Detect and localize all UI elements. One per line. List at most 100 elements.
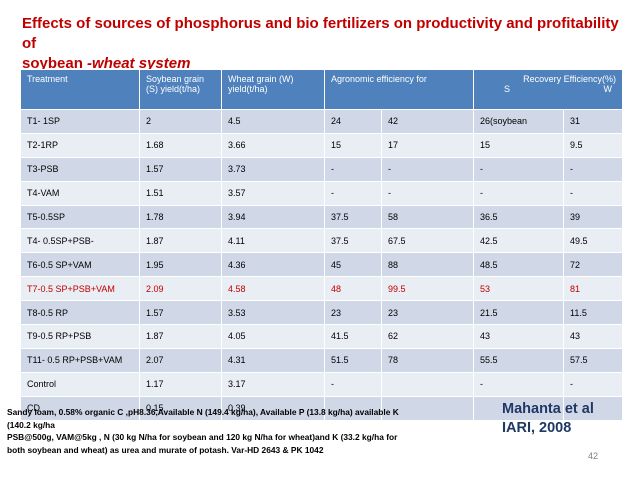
table-cell: - (563, 180, 624, 206)
table-cell: 1.17 (139, 371, 222, 397)
table-row: T6-0.5 SP+VAM 1.95 4.36 45 88 48.5 72 (20, 252, 624, 278)
table-cell: 3.17 (221, 371, 325, 397)
table-cell: 1.87 (139, 228, 222, 254)
header-recovery-label: Recovery Efficiency(%) (523, 74, 617, 84)
header-wheat-line2: yield(t/ha) (228, 84, 268, 94)
table-row: T8-0.5 RP 1.57 3.53 23 23 21.5 11.5 (20, 300, 624, 326)
table-cell: 81 (563, 276, 624, 302)
table-cell: 48 (324, 276, 382, 302)
table-cell: 4.31 (221, 347, 325, 373)
citation: Mahanta et al IARI, 2008 (502, 400, 594, 438)
header-recovery-s: S (504, 84, 511, 94)
table-cell (380, 395, 475, 421)
slide-title: Effects of sources of phosphorus and bio… (22, 14, 622, 74)
table-cell: 21.5 (473, 300, 565, 326)
table-cell: 41.5 (324, 324, 382, 349)
table-cell: 3.73 (221, 156, 325, 182)
table-cell: 43 (563, 324, 624, 349)
table-row: T1- 1SP 2 4.5 24 42 26(soybean 31 (20, 109, 624, 134)
table-cell: 67.5 (380, 228, 475, 254)
table-cell: 3.94 (221, 204, 325, 230)
table-cell (380, 371, 475, 397)
table-cell: 4.36 (221, 252, 325, 278)
table-row: T7-0.5 SP+PSB+VAM 2.09 4.58 48 99.5 53 81 (20, 276, 624, 302)
header-recovery-w: W (603, 84, 613, 94)
table-cell: 3.53 (221, 300, 325, 326)
table-cell: 1.51 (139, 180, 222, 206)
table-cell: T11- 0.5 RP+PSB+VAM (20, 347, 140, 373)
table-row: T4-VAM 1.51 3.57- - - - (20, 180, 624, 206)
table-cell: T8-0.5 RP (20, 300, 140, 326)
table-cell: 23 (324, 300, 382, 326)
table-row: T11- 0.5 RP+PSB+VAM 2.07 4.31 51.5 78 55.5 57.… (20, 347, 624, 373)
table-cell: - (563, 156, 624, 182)
table-cell: 24 (324, 109, 382, 134)
table-cell (473, 395, 565, 421)
table-cell: - (324, 371, 382, 397)
table-cell: 51.5 (324, 347, 382, 373)
table-cell: T5-0.5SP (20, 204, 140, 230)
table-cell: 9.5 (563, 132, 624, 158)
table-cell: - (380, 156, 475, 182)
table-cell: 49.5 (563, 228, 624, 254)
table-cell: Control (20, 371, 140, 397)
header-treatment: Treatment (20, 69, 140, 110)
header-soybean-yield: Soybean grain (S) yield(t/ha) (139, 69, 222, 110)
table-row: CD 0.15 0.39 (20, 395, 624, 421)
table-cell: - (473, 371, 565, 397)
table-cell: - (324, 180, 382, 206)
header-soybean-line2: (S) yield(t/ha) (146, 84, 201, 94)
table-cell: 15 (473, 132, 565, 158)
table-row: T5-0.5SP 1.78 3.94 37.5 58 36.5 39 (20, 204, 624, 230)
table-cell: CD (20, 395, 140, 421)
table-cell: 2.09 (139, 276, 222, 302)
table-cell: 2 (139, 109, 222, 134)
table-cell: 53 (473, 276, 565, 302)
table-cell: 55.5 (473, 347, 565, 373)
table-cell: 1.78 (139, 204, 222, 230)
table-cell: 4.5 (221, 109, 325, 134)
table-cell: 2.07 (139, 347, 222, 373)
table-cell: 17 (380, 132, 475, 158)
table-cell: 15 (324, 132, 382, 158)
table-cell: 4.11 (221, 228, 325, 254)
table-cell: 1.87 (139, 324, 222, 349)
table-cell: T6-0.5 SP+VAM (20, 252, 140, 278)
header-soybean-line1: Soybean grain (146, 74, 205, 84)
results-table: Treatment Soybean grain (S) yield(t/ha) … (20, 69, 624, 421)
table-cell: 72 (563, 252, 624, 278)
table-cell: 36.5 (473, 204, 565, 230)
table-header-row: Treatment Soybean grain (S) yield(t/ha) … (20, 69, 624, 110)
table-row: T3-PSB 1.57 3.73- - - - (20, 156, 624, 182)
table-cell: 39 (563, 204, 624, 230)
table-cell: - (473, 156, 565, 182)
soil-footnote: Sandy loam, 0.58% organic C ,pH8.36,Avai… (7, 406, 467, 456)
table-cell: 48.5 (473, 252, 565, 278)
footnote-line-3: PSB@500g, VAM@5kg , N (30 kg N/ha for so… (7, 432, 398, 442)
table-cell (563, 395, 624, 421)
table-row: T9-0.5 RP+PSB 1.87 4.05 41.5 62 43 43 (20, 324, 624, 349)
table-cell: 23 (380, 300, 475, 326)
table-cell: 1.68 (139, 132, 222, 158)
table-cell: 58 (380, 204, 475, 230)
table-cell: 57.5 (563, 347, 624, 373)
title-line-2-prefix: soybean (22, 55, 88, 72)
table-cell: 1.57 (139, 300, 222, 326)
table-cell: 78 (380, 347, 475, 373)
table-cell: 37.5 (324, 228, 382, 254)
footnote-line-4: both soybean and wheat) as urea and mura… (7, 444, 324, 455)
table-cell: 11.5 (563, 300, 624, 326)
table-cell: - (473, 180, 565, 206)
table-cell: 0.39 (221, 395, 325, 421)
table-cell: 31 (563, 109, 624, 134)
table-cell: 26(soybean (473, 109, 565, 134)
header-wheat-line1: Wheat grain (W) (228, 74, 294, 84)
table-cell: T4- 0.5SP+PSB- (20, 228, 140, 254)
table-cell: 42 (380, 109, 475, 134)
table-cell: T4-VAM (20, 180, 140, 206)
header-wheat-yield: Wheat grain (W) yield(t/ha) (221, 69, 325, 110)
table-cell: 88 (380, 252, 475, 278)
header-recovery-efficiency: Recovery Efficiency(%) S W (473, 69, 624, 110)
table-cell: - (563, 371, 624, 397)
table-cell: T7-0.5 SP+PSB+VAM (20, 276, 140, 302)
